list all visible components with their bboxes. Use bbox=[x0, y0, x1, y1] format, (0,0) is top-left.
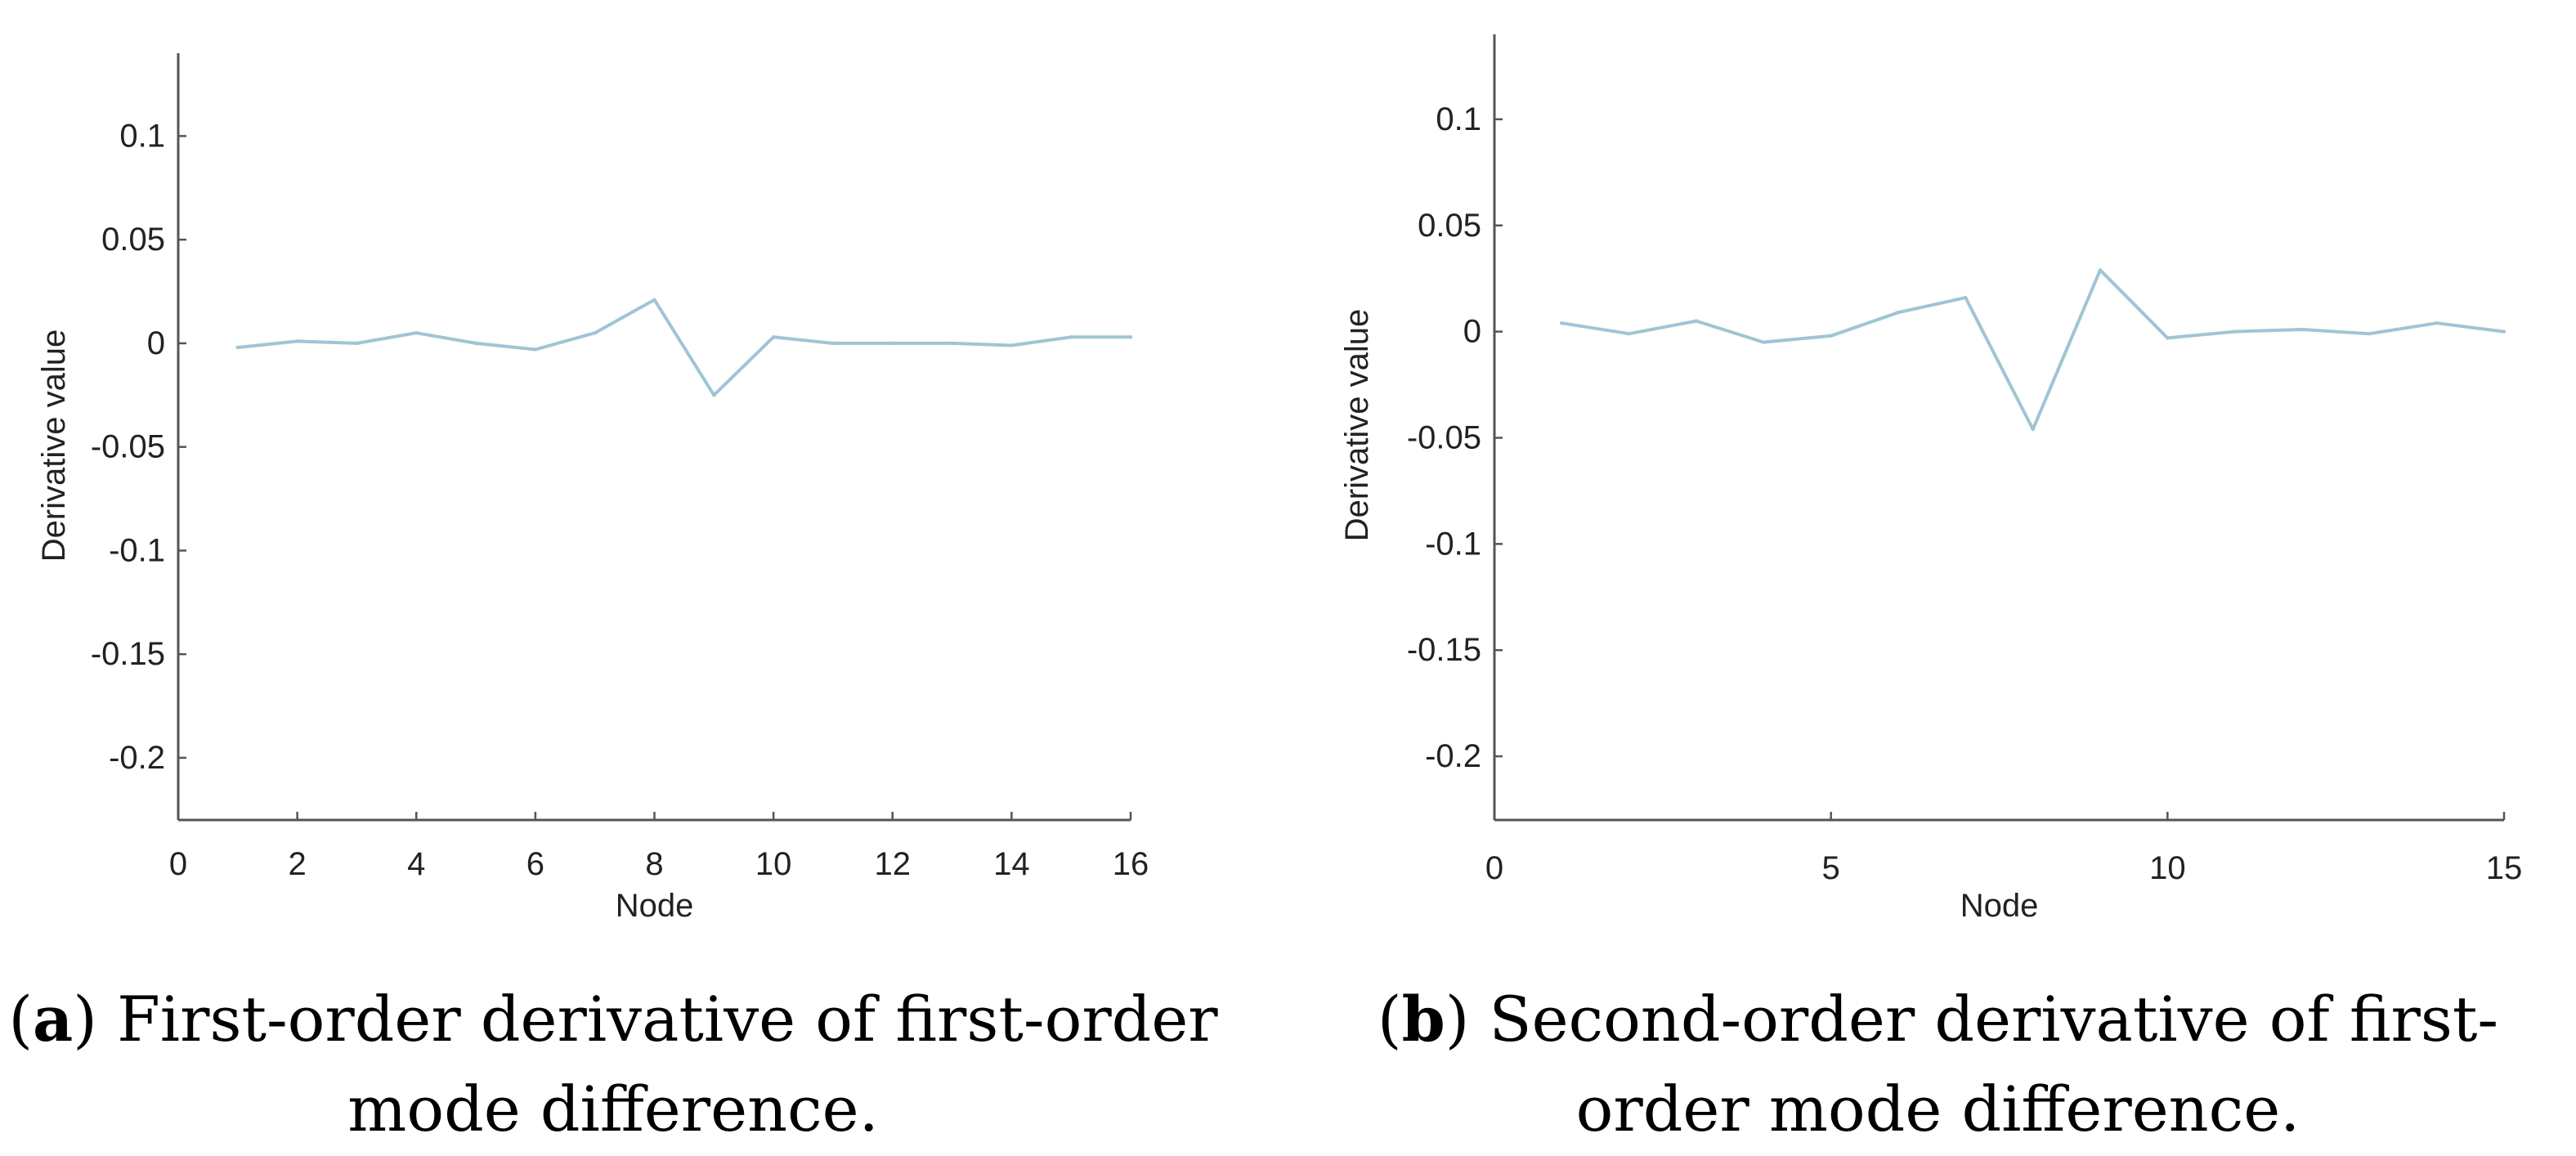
data-point bbox=[712, 393, 716, 397]
data-point bbox=[1762, 340, 1766, 344]
x-tick-label: 8 bbox=[645, 846, 663, 882]
series-line bbox=[1560, 268, 2506, 432]
caption-b-paren: ( bbox=[1377, 983, 1402, 1055]
data-point bbox=[1694, 319, 1699, 323]
caption-a-paren: ( bbox=[8, 983, 34, 1055]
y-axis-title: Derivative value bbox=[1339, 309, 1375, 542]
y-tick-label: -0.05 bbox=[91, 429, 165, 465]
data-point bbox=[2435, 321, 2439, 325]
data-point bbox=[771, 335, 776, 339]
x-tick-label: 0 bbox=[1485, 850, 1503, 886]
caption-b: (b) Second-order derivative of first-ord… bbox=[1300, 975, 2576, 1154]
data-point bbox=[2098, 268, 2103, 272]
series-line bbox=[235, 298, 1132, 397]
caption-a: (a) First-order derivative of first-orde… bbox=[0, 975, 1226, 1154]
data-point bbox=[2031, 427, 2035, 432]
y-tick-label: -0.15 bbox=[1407, 632, 1481, 668]
data-point bbox=[1560, 321, 1564, 325]
data-point bbox=[1069, 335, 1073, 339]
x-tick-label: 14 bbox=[993, 846, 1030, 882]
data-point bbox=[890, 341, 895, 346]
y-axis-title: Derivative value bbox=[36, 329, 72, 562]
data-point bbox=[593, 331, 597, 335]
data-point bbox=[950, 341, 954, 346]
y-tick-label: -0.2 bbox=[1425, 738, 1481, 774]
y-tick-label: -0.05 bbox=[1407, 419, 1481, 455]
y-tick-label: 0.05 bbox=[1418, 208, 1481, 244]
x-tick-label: 10 bbox=[755, 846, 792, 882]
data-point bbox=[533, 347, 538, 352]
x-tick-label: 12 bbox=[875, 846, 912, 882]
data-point bbox=[414, 331, 419, 335]
data-point bbox=[831, 341, 836, 346]
caption-a-text: ) First-order derivative of first-order … bbox=[73, 983, 1218, 1145]
y-tick-label: -0.1 bbox=[1425, 526, 1481, 562]
x-tick-label: 0 bbox=[169, 846, 187, 882]
x-tick-label: 2 bbox=[289, 846, 307, 882]
y-tick-label: -0.15 bbox=[91, 636, 165, 672]
chart-0: 0.1 0.05 0 -0.05 -0.1 -0.15 -0.2 0 2 4 6 8 10 12 14 16 N… bbox=[36, 53, 1149, 924]
x-tick-label: 10 bbox=[2149, 850, 2186, 886]
data-point bbox=[652, 298, 656, 302]
data-point bbox=[2368, 332, 2372, 336]
data-point bbox=[1896, 311, 1901, 315]
data-point bbox=[473, 341, 478, 346]
caption-b-text: ) Second-order derivative of first-order… bbox=[1445, 983, 2499, 1145]
data-point bbox=[1964, 295, 1968, 300]
x-tick-label: 15 bbox=[2486, 850, 2523, 886]
caption-a-letter: a bbox=[33, 983, 74, 1055]
y-tick-label: 0 bbox=[1463, 314, 1481, 350]
x-tick-label: 5 bbox=[1822, 850, 1840, 886]
data-point bbox=[2166, 336, 2170, 340]
caption-b-letter: b bbox=[1401, 983, 1445, 1055]
data-point bbox=[2300, 327, 2305, 332]
data-point bbox=[2233, 329, 2237, 334]
y-tick-label: 0.05 bbox=[101, 222, 165, 258]
data-point bbox=[1627, 332, 1631, 336]
x-axis-title: Node bbox=[616, 888, 694, 924]
data-point bbox=[235, 345, 240, 350]
y-tick-label: -0.2 bbox=[109, 740, 165, 776]
data-point bbox=[1010, 343, 1014, 347]
chart-1: 0.1 0.05 0 -0.05 -0.1 -0.15 -0.2 0 5 10 15 Node Deri… bbox=[1339, 34, 2522, 924]
data-point bbox=[295, 339, 299, 343]
charts-svg: 0.10.050-0.05-0.1-0.15-0.20 2 4 6 8 10 12 14 16N… bbox=[36, 34, 2522, 924]
y-tick-label: -0.1 bbox=[109, 532, 165, 568]
x-tick-label: 4 bbox=[407, 846, 425, 882]
data-point bbox=[2502, 329, 2507, 334]
data-point bbox=[1829, 334, 1833, 338]
x-axis-title: Node bbox=[1960, 888, 2039, 924]
y-tick-label: 0.1 bbox=[1436, 101, 1481, 137]
data-point bbox=[355, 341, 359, 346]
x-tick-label: 6 bbox=[526, 846, 544, 882]
data-point bbox=[1128, 335, 1133, 339]
y-tick-label: 0.1 bbox=[119, 118, 165, 154]
x-tick-label: 16 bbox=[1113, 846, 1149, 882]
y-tick-label: 0 bbox=[147, 325, 165, 361]
